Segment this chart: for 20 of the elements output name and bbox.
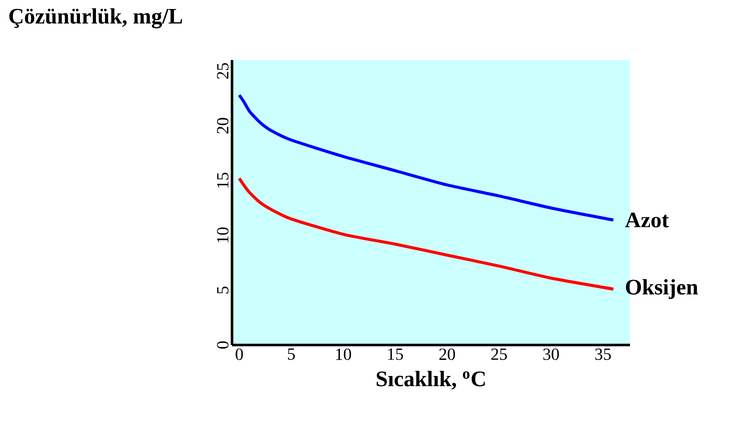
x-tick-label: 20 <box>439 348 455 360</box>
y-axis-title: Çözünürlük, mg/L <box>9 8 182 28</box>
y-tick-label: 20 <box>217 118 228 134</box>
y-tick-label: 10 <box>217 228 228 242</box>
y-tick-label: 25 <box>217 63 228 79</box>
x-tick-label: 30 <box>543 348 559 360</box>
y-tick-label: 5 <box>217 286 228 294</box>
x-tick-label: 5 <box>288 348 295 360</box>
x-tick-label: 35 <box>595 348 611 360</box>
line-series <box>238 94 615 222</box>
series-label: Azot <box>625 212 669 228</box>
x-tick-label: 0 <box>236 348 243 360</box>
x-tick-label: 15 <box>388 348 403 360</box>
y-tick-label: 0 <box>217 341 228 349</box>
x-tick-label: 10 <box>336 348 352 360</box>
y-tick-label: 15 <box>217 172 228 188</box>
line-series <box>238 176 615 291</box>
series-label: Oksijen <box>626 279 698 300</box>
x-tick-label: 25 <box>491 348 507 360</box>
x-axis-title: Sıcaklık, $^{o}$C <box>376 370 485 390</box>
